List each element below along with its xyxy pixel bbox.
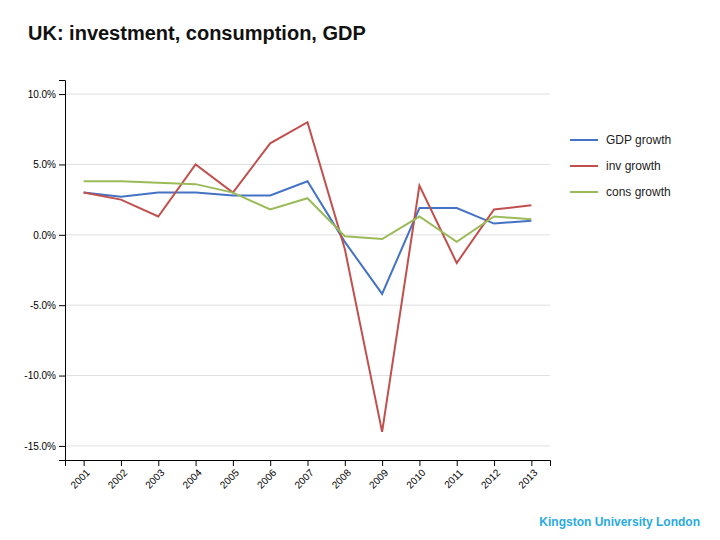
x-tick: 2005 [218,460,242,491]
y-tick-mark [59,446,65,447]
x-tick-label: 2013 [516,467,540,491]
legend: GDP growth inv growth cons growth [570,133,671,199]
x-tick-mark [308,460,309,466]
legend-item: GDP growth [570,133,671,147]
x-tick-label: 2002 [106,467,130,491]
x-tick: 2002 [106,460,130,491]
x-tick: 2006 [255,460,279,491]
x-tick: 2004 [180,460,204,491]
y-tick-label: -15.0% [24,441,56,452]
x-tick-mark [494,460,495,466]
y-tick: -10.0% [24,370,65,381]
y-tick-mark [59,94,65,95]
grid-line [65,375,550,376]
legend-label: GDP growth [606,133,671,147]
x-tick: 2012 [479,460,503,491]
lines [84,122,532,432]
x-tick-label: 2004 [180,467,204,491]
x-tick-mark [382,460,383,466]
x-tick: 2013 [516,460,540,491]
x-tick: 2007 [292,460,316,491]
x-tick-mark [84,460,85,466]
series-line [84,181,532,294]
x-tick-label: 2006 [255,467,279,491]
x-tick: 2010 [404,460,428,491]
grid [65,94,550,446]
y-tick: 10.0% [28,89,65,100]
grid-line [65,94,550,95]
x-tick: 2011 [442,460,465,490]
plot: -15.0%-10.0%-5.0%0.0%5.0%10.0%2001200220… [24,81,550,491]
x-tick-label: 2011 [442,467,465,490]
y-tick-label: 5.0% [33,159,56,170]
y-tick-mark [59,164,65,165]
y-tick-mark [59,376,65,377]
x-tick-label: 2005 [218,467,242,491]
y-tick-label: 10.0% [28,89,56,100]
legend-item: cons growth [570,185,671,199]
x-tick-mark [457,460,458,466]
x-tick-label: 2007 [292,467,316,491]
y-tick: -5.0% [30,300,65,311]
legend-swatch [570,139,598,141]
x-tick-mark [345,460,346,466]
x-tick: 2003 [143,460,167,491]
x-tick-mark [270,460,271,466]
y-tick: 0.0% [33,230,65,241]
y-tick-mark [59,305,65,306]
legend-swatch [570,165,598,167]
grid-line [65,305,550,306]
grid-line [65,445,550,446]
y-tick-label: -10.0% [24,370,56,381]
x-tick-mark [196,460,197,466]
x-tick: 2001 [68,460,92,491]
legend-label: inv growth [606,159,661,173]
y-tick-label: 0.0% [33,230,56,241]
x-tick-mark [121,460,122,466]
grid-line [65,164,550,165]
y-tick: 5.0% [33,159,65,170]
x-tick-mark [419,460,420,466]
x-tick-label: 2009 [367,467,391,491]
legend-item: inv growth [570,159,661,173]
x-tick-mark [531,460,532,466]
x-axis-line [66,461,551,467]
annotation: Kingston University London [539,515,700,529]
x-tick-mark [233,460,234,466]
x-tick-mark [158,460,159,466]
x-tick-label: 2010 [404,467,428,491]
chart: UK: investment, consumption, GDP-15.0%-1… [0,0,720,540]
x-axis: 2001 2002 2003 2004 2005 2006 2007 2008 2009 2010… [66,460,551,491]
title: UK: investment, consumption, GDP [28,22,366,44]
legend-swatch [570,191,598,193]
y-axis: -15.0% -10.0% -5.0% 0.0% 5.0% 10.0% [24,81,65,461]
series-line [84,122,532,432]
x-tick-label: 2012 [479,467,503,491]
y-tick-label: -5.0% [30,300,56,311]
legend-label: cons growth [606,185,671,199]
x-tick-label: 2001 [68,467,92,491]
y-axis-line [59,81,66,461]
x-tick-label: 2008 [330,467,354,491]
y-tick-mark [59,235,65,236]
series-line [84,181,532,242]
x-tick: 2008 [330,460,354,491]
x-tick: 2009 [367,460,391,491]
x-tick-label: 2003 [143,467,167,491]
y-tick: -15.0% [24,441,65,452]
